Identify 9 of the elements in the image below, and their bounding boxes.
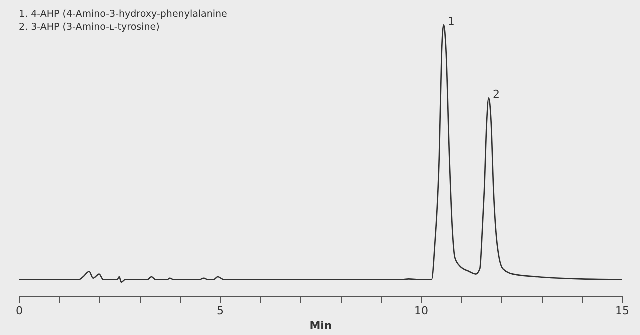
x-tick-label: 0	[16, 304, 23, 318]
annotation: 2	[492, 88, 500, 102]
x-tick-label: 10	[414, 304, 428, 318]
x-axis-title: Min	[310, 320, 332, 332]
x-tick-label: 5	[217, 304, 224, 318]
text: 1. 4-AHP (4-Amino-3-hydroxy-phenylalanine	[19, 9, 228, 20]
x-tick-label: 15	[616, 304, 630, 318]
annotation: 2. 3-AHP (3-Amino-ʟ-tyrosine)	[19, 22, 160, 33]
annotation: 1	[448, 15, 455, 28]
